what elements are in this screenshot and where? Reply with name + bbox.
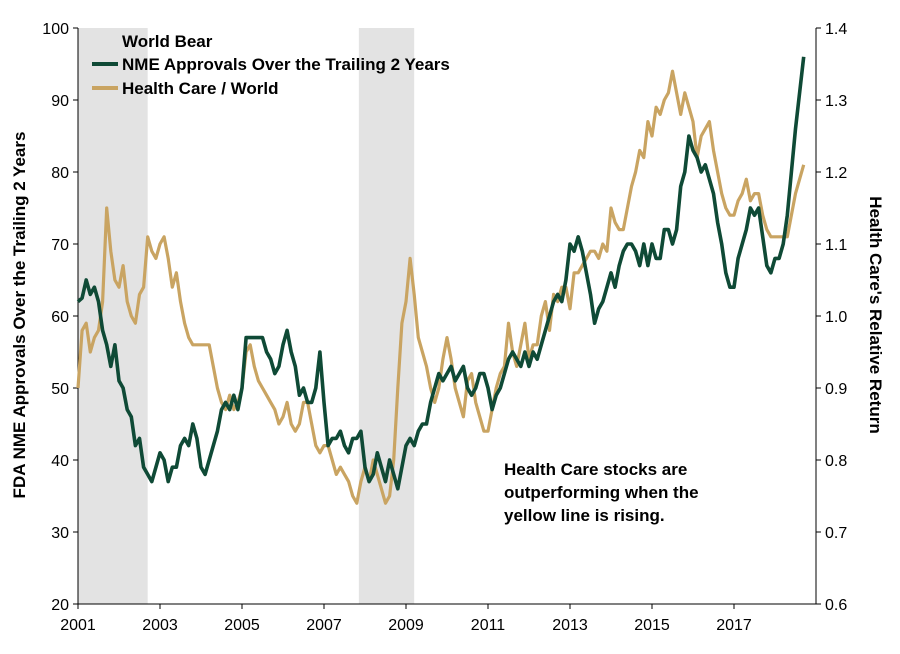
left-tick-label: 100 (42, 21, 69, 38)
x-tick-label: 2017 (716, 617, 752, 634)
x-tick-label: 2005 (224, 617, 260, 634)
legend-swatch-world-bear (92, 34, 118, 47)
right-tick-label: 1.1 (825, 237, 847, 254)
legend-label-world-bear: World Bear (122, 32, 213, 51)
left-tick-label: 40 (51, 453, 69, 470)
left-tick-label: 50 (51, 381, 69, 398)
x-tick-label: 2007 (306, 617, 342, 634)
right-tick-label: 1.2 (825, 165, 847, 182)
annotation-line-2: outperforming when the (504, 483, 699, 502)
legend: World Bear NME Approvals Over the Traili… (92, 32, 450, 98)
right-tick-label: 0.8 (825, 453, 847, 470)
axes (77, 28, 817, 605)
x-tick-label: 2001 (60, 617, 96, 634)
series-line-health-care-world (76, 69, 806, 505)
left-y-ticks: 20 30 40 50 60 70 80 90 100 (42, 21, 78, 614)
right-tick-label: 1.3 (825, 93, 847, 110)
right-tick-label: 0.9 (825, 381, 847, 398)
legend-label-nme-approvals: NME Approvals Over the Trailing 2 Years (122, 55, 450, 74)
x-tick-label: 2011 (471, 617, 506, 634)
right-tick-label: 1.0 (825, 309, 847, 326)
bear-periods (78, 28, 415, 604)
annotation: Health Care stocks are outperforming whe… (504, 460, 699, 525)
right-tick-label: 0.7 (825, 525, 847, 542)
series-lines (76, 56, 806, 505)
x-tick-label: 2015 (634, 617, 670, 634)
right-y-ticks: 0.6 0.7 0.8 0.9 1.0 1.1 1.2 1.3 1.4 (816, 21, 847, 614)
x-tick-label: 2009 (388, 617, 424, 634)
x-tick-label: 2003 (142, 617, 178, 634)
left-tick-label: 80 (51, 165, 69, 182)
annotation-line-3: yellow line is rising. (504, 506, 665, 525)
x-ticks: 2001 2003 2005 2007 2009 2011 2013 2015 2017 (60, 604, 752, 634)
right-tick-label: 1.4 (825, 21, 847, 38)
right-tick-label: 0.6 (825, 597, 847, 614)
legend-label-health-care-world: Health Care / World (122, 79, 279, 98)
y-axis-right-label: Health Care's Relative Return (866, 196, 885, 433)
annotation-line-1: Health Care stocks are (504, 460, 687, 479)
left-tick-label: 60 (51, 309, 69, 326)
left-tick-label: 70 (51, 237, 69, 254)
left-tick-label: 90 (51, 93, 69, 110)
bear-period-2 (358, 28, 415, 604)
left-tick-label: 30 (51, 525, 69, 542)
left-tick-label: 20 (51, 597, 69, 614)
x-tick-label: 2013 (552, 617, 588, 634)
series-line-nme-approvals (76, 56, 806, 491)
y-axis-left-label: FDA NME Approvals Over the Trailing 2 Ye… (10, 132, 29, 499)
